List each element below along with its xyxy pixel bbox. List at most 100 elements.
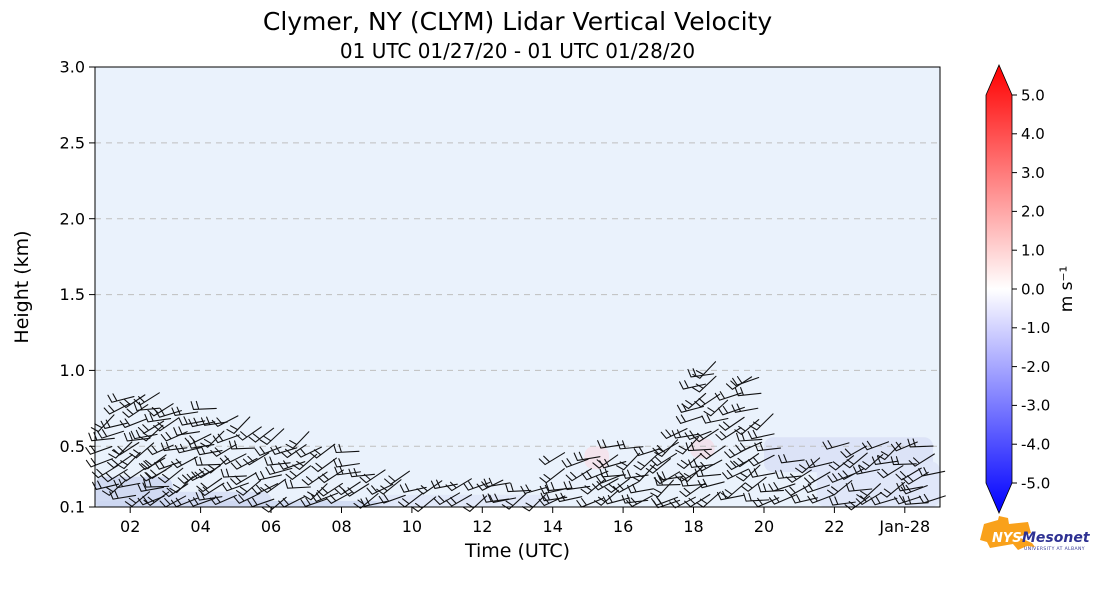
wind-barb [692, 361, 717, 379]
wind-barb [311, 457, 337, 473]
wind-barb [154, 408, 182, 418]
colorbar-bar [985, 63, 1013, 515]
x-tick-label: 02 [120, 517, 140, 536]
chart-subtitle: 01 UTC 01/27/20 - 01 UTC 01/28/20 [339, 39, 696, 63]
wind-barb [654, 476, 681, 486]
wind-barb [384, 470, 410, 485]
wind-barb [633, 453, 659, 471]
colorbar-tick-label: -5.0 [1021, 474, 1050, 492]
wind-barb [85, 445, 113, 455]
wind-barb [701, 414, 729, 424]
wind-barb [918, 493, 946, 504]
wind-barb [778, 454, 805, 464]
wind-barb [697, 478, 725, 489]
y-tick-label: 2.0 [60, 209, 85, 228]
wind-barb [681, 392, 707, 410]
wind-barb [651, 496, 679, 506]
wind-barb [877, 442, 902, 461]
y-tick-label: 0.5 [60, 437, 85, 456]
wind-barb [144, 413, 172, 423]
velocity-patch [376, 494, 553, 507]
wind-barb [907, 438, 934, 448]
wind-barb [137, 420, 165, 434]
wind-barb [804, 471, 831, 485]
wind-barb [685, 441, 712, 452]
wind-barb [107, 393, 135, 403]
colorbar-tick-label: -2.0 [1021, 358, 1050, 376]
colorbar-label: m s⁻¹ [1057, 265, 1077, 313]
wind-barb [671, 429, 699, 439]
wind-barb [555, 492, 583, 503]
wind-barb [565, 468, 592, 482]
wind-barb [679, 482, 706, 498]
wind-barb [754, 441, 781, 452]
y-tick-label: 0.1 [60, 498, 85, 517]
wind-barb [489, 493, 517, 503]
wind-barb [416, 480, 443, 495]
wind-barb [292, 453, 318, 470]
wind-barb [316, 482, 343, 497]
wind-barb [247, 497, 275, 508]
wind-barb [285, 431, 310, 449]
wind-barb [654, 439, 679, 457]
wind-barbs [85, 361, 946, 513]
wind-barb [343, 483, 370, 497]
velocity-patch [95, 500, 395, 507]
ny-state-shape-icon [980, 516, 1035, 550]
wind-barb [545, 481, 573, 492]
wind-barb [251, 483, 279, 495]
wind-barb [116, 451, 141, 470]
wind-barb [633, 446, 661, 457]
x-tick-label: 18 [683, 517, 703, 536]
wind-barb [573, 451, 601, 462]
wind-barb [145, 465, 172, 479]
x-tick-label: 14 [543, 517, 563, 536]
wind-barb [184, 433, 212, 445]
wind-barb [221, 481, 249, 492]
wind-barb [190, 400, 217, 410]
wind-barb [359, 469, 386, 484]
wind-barb [853, 465, 881, 475]
y-tick-label: 2.5 [60, 134, 85, 153]
wind-barb [597, 439, 624, 449]
wind-barb [219, 453, 247, 465]
wind-barb [731, 403, 759, 413]
wind-barb [278, 496, 305, 508]
x-tick-label: Jan-28 [878, 517, 930, 536]
wind-barb [757, 483, 785, 493]
wind-barb [752, 497, 780, 508]
wind-barb [845, 482, 873, 492]
wind-barb [861, 440, 890, 451]
y-tick-label: 1.0 [60, 361, 85, 380]
wind-barb [802, 483, 830, 494]
y-tick-label: 1.5 [60, 285, 85, 304]
wind-barb [284, 479, 311, 489]
wind-barb [805, 458, 833, 469]
wind-barb [734, 419, 760, 435]
x-tick-label: 12 [472, 517, 492, 536]
colorbar-tick-label: 5.0 [1021, 86, 1045, 104]
colorbar-tick-label: 4.0 [1021, 125, 1045, 143]
wind-barb [616, 452, 641, 471]
wind-barb [203, 457, 229, 474]
wind-barb [699, 445, 726, 460]
wind-barb [109, 490, 137, 500]
wind-barb [790, 494, 818, 504]
wind-barb [748, 468, 776, 478]
wind-barb [445, 478, 472, 492]
wind-barb [270, 445, 298, 455]
wind-barb [747, 454, 775, 467]
wind-barb [366, 483, 394, 495]
wind-barb [828, 455, 855, 471]
wind-barb [879, 481, 906, 498]
wind-barb [264, 456, 291, 466]
wind-barb [807, 493, 835, 504]
wind-barb [211, 415, 239, 427]
wind-barb [378, 494, 406, 504]
wind-barb [210, 444, 237, 457]
logo-tagline: UNIVERSITY AT ALBANY [1024, 546, 1085, 552]
wind-barb [122, 404, 149, 418]
wind-barb [348, 468, 375, 478]
wind-barb [173, 426, 201, 436]
